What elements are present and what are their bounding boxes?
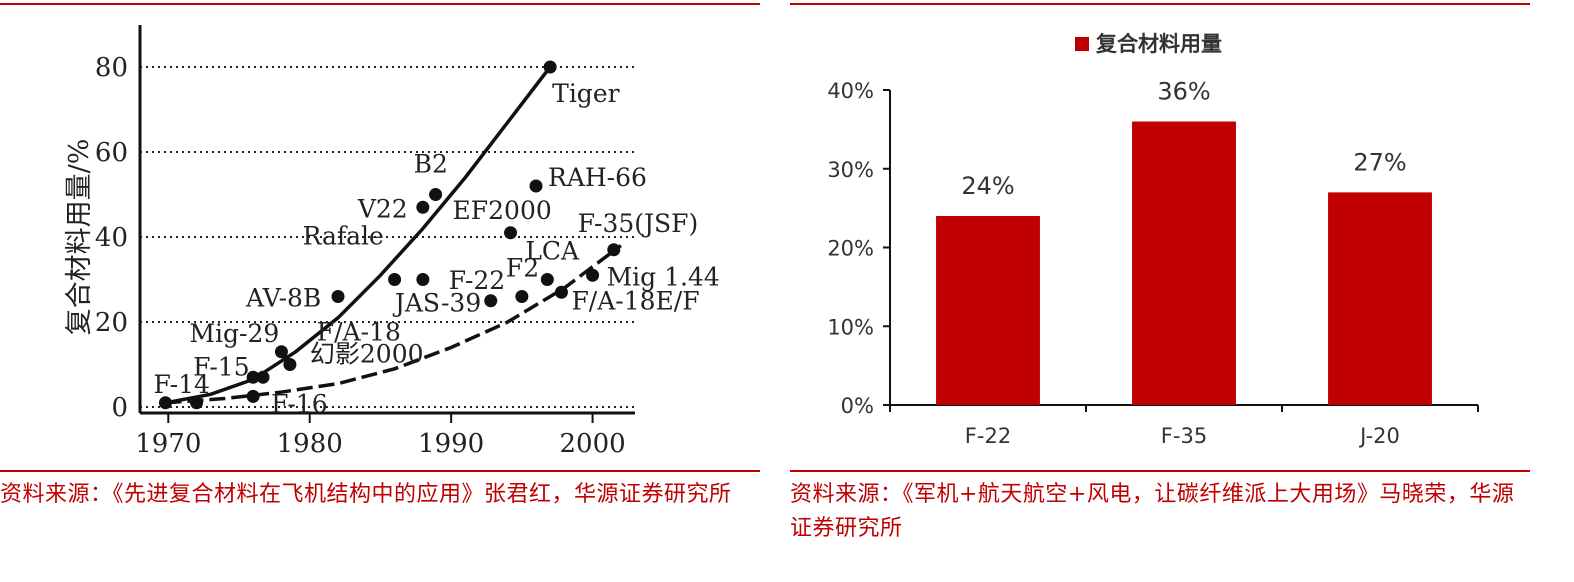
source-note: 资料来源：《先进复合材料在飞机结构中的应用》张君红，华源证券研究所 xyxy=(0,482,732,507)
data-point xyxy=(543,60,557,74)
data-point xyxy=(283,358,297,371)
top-rule xyxy=(790,3,1530,5)
bar xyxy=(1328,192,1432,405)
y-tick-label: 80 xyxy=(95,53,128,83)
data-label: Mig-29 xyxy=(189,319,279,348)
x-tick-label: J-20 xyxy=(1358,424,1400,448)
data-label: Rafale xyxy=(303,222,384,251)
data-label: B2 xyxy=(414,150,448,179)
data-point xyxy=(554,285,568,299)
data-point xyxy=(429,188,443,201)
data-point xyxy=(529,179,543,193)
data-label: JAS-39 xyxy=(392,289,481,318)
y-tick-label: 20 xyxy=(95,308,128,338)
y-tick-label: 0% xyxy=(841,394,874,418)
bottom-rule xyxy=(0,470,760,472)
data-point xyxy=(256,370,270,384)
x-tick-label: 1990 xyxy=(418,429,484,459)
bottom-rule xyxy=(790,470,1530,472)
x-tick-label: 1980 xyxy=(277,429,343,459)
data-point xyxy=(586,268,600,282)
x-tick-label: F-35 xyxy=(1161,424,1207,448)
data-point xyxy=(388,273,402,286)
y-tick-label: 0 xyxy=(111,393,128,423)
right-panel: 复合材料用量 0% 10% 20% 30% 40% F-22 F-35 J-20 24% 36%… xyxy=(790,0,1530,582)
data-label: F-15 xyxy=(193,352,249,381)
data-label: F-22 xyxy=(449,266,505,295)
bar-value-label: 27% xyxy=(1353,148,1406,176)
data-point xyxy=(607,243,621,257)
y-tick-label: 40% xyxy=(827,79,874,103)
y-tick-label: 10% xyxy=(827,315,874,339)
data-point xyxy=(416,273,430,286)
data-point xyxy=(190,396,204,410)
data-point xyxy=(504,226,518,240)
x-tick-label: F-22 xyxy=(965,424,1011,448)
bar-value-label: 24% xyxy=(961,172,1014,200)
left-panel: 0 20 40 60 80 1970 1980 1990 2000 复合材料用量/% F-14 F-… xyxy=(0,0,760,582)
bar xyxy=(1132,121,1236,405)
data-label: RAH-66 xyxy=(548,163,647,192)
data-label: LCA xyxy=(525,237,580,266)
data-point xyxy=(331,290,345,303)
y-tick-label: 40 xyxy=(95,223,128,253)
legend-swatch xyxy=(1075,37,1089,51)
data-label: Tiger xyxy=(552,79,619,108)
data-point xyxy=(274,345,288,359)
x-tick-label: 2000 xyxy=(559,429,625,459)
data-point xyxy=(246,370,260,384)
y-tick-label: 20% xyxy=(827,237,874,261)
data-point xyxy=(158,396,172,410)
data-label: F-16 xyxy=(271,389,327,418)
y-tick-label: 30% xyxy=(827,158,874,182)
data-label: F/A-18E/F xyxy=(571,286,699,315)
data-label: 幻影2000 xyxy=(310,340,424,369)
data-label: AV-8B xyxy=(245,284,321,313)
data-label: Mig 1.44 xyxy=(607,262,720,291)
data-point xyxy=(540,273,554,286)
trend-line xyxy=(165,65,552,405)
top-rule xyxy=(0,3,760,5)
data-label: EF2000 xyxy=(453,196,552,225)
data-point xyxy=(416,200,430,214)
x-tick-label: 1970 xyxy=(135,429,201,459)
data-point xyxy=(484,294,498,308)
source-note: 资料来源：《军机+航天航空+风电，让碳纤维派上大用场》马晓荣，华源证券研究所 xyxy=(790,482,1515,541)
data-point xyxy=(246,389,260,403)
bar-value-label: 36% xyxy=(1157,78,1210,106)
annotation-label: F/A-18 xyxy=(317,317,401,346)
data-label: F-14 xyxy=(153,370,209,399)
bar-chart: 复合材料用量 0% 10% 20% 30% 40% F-22 F-35 J-20 24% 36%… xyxy=(827,32,1479,448)
data-label: F2 xyxy=(506,254,539,283)
trend-line xyxy=(165,244,622,405)
y-axis-label: 复合材料用量/% xyxy=(64,139,95,336)
data-point xyxy=(515,290,529,303)
y-tick-label: 60 xyxy=(95,138,128,168)
data-label: V22 xyxy=(357,194,408,223)
legend-label: 复合材料用量 xyxy=(1095,32,1222,56)
bar xyxy=(936,216,1040,405)
data-label: F-35(JSF) xyxy=(578,209,698,238)
